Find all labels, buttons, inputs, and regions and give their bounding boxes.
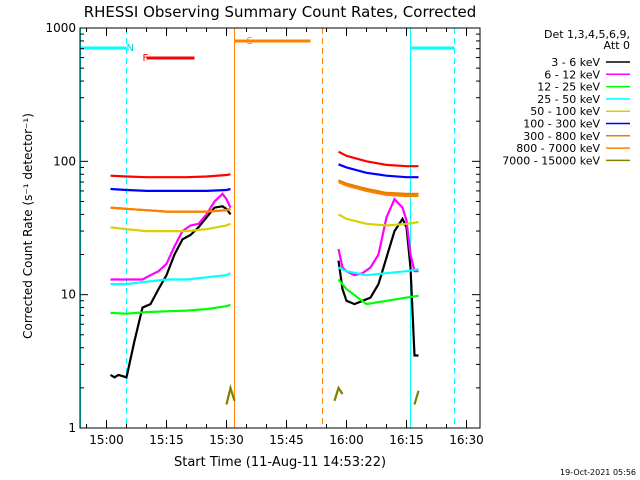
series-0-line-segment-1 [337,216,419,357]
x-tick-label-2: 15:30 [209,433,244,447]
y-tick-label-2: 100 [53,154,76,168]
chart-title: RHESSI Observing Summary Count Rates, Co… [84,3,477,21]
legend-label-2: 12 - 25 keV [537,81,600,94]
x-tick-label-0: 15:00 [89,433,124,447]
plot-frame [79,27,481,429]
annotation-s: S [247,36,253,47]
legend-label-8: 7000 - 15000 keV [502,154,600,167]
legend-label-1: 6 - 12 keV [544,68,600,81]
y-tick-label-1: 10 [61,288,76,302]
series-3-line-segment-0 [110,272,231,286]
y-tick-label-0: 1 [68,421,76,435]
series-7-line-segment-0 [110,206,231,213]
series-4-line-segment-1 [337,213,419,227]
series-8-line-segment-0 [225,383,236,405]
series-7-line-segment-1 [338,180,419,198]
legend-label-6: 300 - 800 keV [523,130,600,143]
series-6-line-segment-1 [338,179,419,195]
series-5-line-segment-1 [338,163,419,179]
series-0-line-segment-0 [109,205,232,379]
legend-label-3: 25 - 50 keV [537,93,600,106]
y-axis-label: Corrected Count Rate (s⁻¹ detector⁻¹) [21,113,35,339]
series-1-line-segment-0 [110,192,232,281]
series-8-line-segment-1 [333,385,344,402]
x-tick-label-3: 15:45 [269,433,304,447]
series-red-top-segment-0 [110,173,231,179]
series-4-line-segment-0 [110,222,231,233]
series-red-top-segment-1 [337,150,419,168]
annotation-n: N [127,43,134,54]
series-2-line-segment-1 [337,278,419,306]
legend-label-5: 100 - 300 keV [523,118,600,131]
x-tick-label-6: 16:30 [449,433,484,447]
legend-label-4: 50 - 100 keV [530,105,600,118]
legend-label-7: 800 - 7000 keV [516,142,600,155]
x-tick-label-4: 16:00 [329,433,364,447]
series-5-line-segment-0 [110,187,231,192]
x-tick-label-1: 15:15 [149,433,184,447]
series-8-line-segment-2 [413,390,420,405]
axes: 15:00 15:15 15:30 15:45 16:00 16:15 16:30 1 10 10… [45,21,483,447]
y-tick-label-3: 1000 [45,21,76,35]
plot-area: NF S [80,28,456,428]
timestamp: 19-Oct-2021 05:56 [560,468,636,477]
legend-header-1: Att 0 [604,39,630,52]
series-3-line-segment-1 [338,266,419,277]
legend-label-0: 3 - 6 keV [551,56,600,69]
x-tick-label-5: 16:15 [389,433,424,447]
series-2-line-segment-0 [110,303,231,315]
x-axis-label: Start Time (11-Aug-11 14:53:22) [174,455,386,470]
annotation-f: F [143,53,149,64]
legend-header-0: Det 1,3,4,5,6,9, [544,28,630,41]
